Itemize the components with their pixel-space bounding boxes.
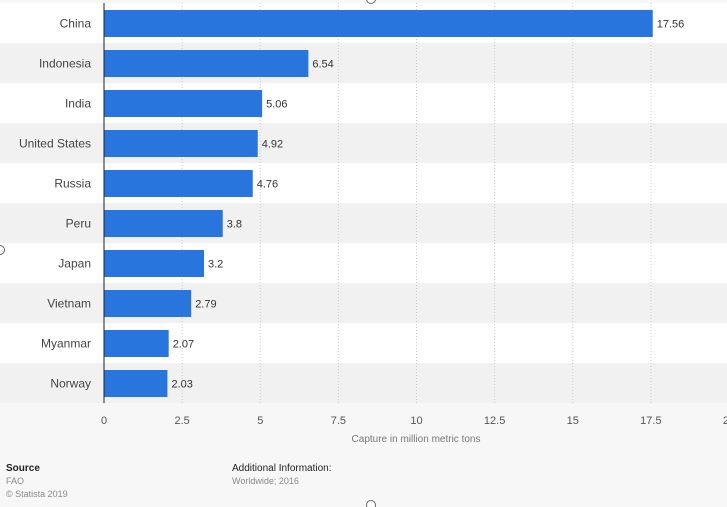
category-label: United States (19, 137, 91, 151)
bar-value-label: 3.8 (227, 219, 242, 231)
row-band (0, 243, 104, 283)
additional-info-text: Worldwide; 2016 (232, 476, 299, 486)
bar-value-label: 3.2 (208, 259, 223, 271)
bar (104, 130, 258, 157)
source-name[interactable]: FAO (6, 476, 25, 486)
row-band (0, 323, 104, 363)
x-tick-label: 5 (257, 415, 263, 427)
bar-value-label: 2.07 (173, 339, 194, 351)
row-band (0, 163, 104, 203)
category-label: India (65, 97, 91, 111)
x-tick-label: 20 (723, 415, 727, 427)
x-tick-label: 12.5 (484, 415, 505, 427)
bar (104, 330, 169, 357)
additional-info-block: Additional Information: Worldwide; 2016 (232, 462, 332, 488)
x-tick-label: 17.5 (640, 415, 661, 427)
row-band (0, 83, 104, 123)
category-label: Peru (66, 217, 91, 231)
category-label: Japan (58, 257, 91, 271)
additional-info-heading: Additional Information: (232, 463, 332, 474)
row-band (0, 3, 104, 43)
x-tick-label: 15 (567, 415, 579, 427)
category-label: Myanmar (41, 337, 91, 351)
category-label: China (60, 17, 92, 31)
category-label: Russia (54, 177, 91, 191)
x-axis-title: Capture in million metric tons (352, 434, 481, 445)
bar (104, 90, 263, 117)
bar (104, 170, 253, 197)
bar (104, 370, 168, 397)
category-label: Norway (50, 377, 91, 391)
bar-chart: 17.56 China 6.54 Indonesia 5.06 India 4.92 Unit… (0, 3, 727, 445)
bar-value-label: 2.79 (195, 299, 216, 311)
x-tick-label: 0 (101, 415, 107, 427)
bar (104, 50, 309, 77)
category-label: Indonesia (39, 57, 91, 71)
resize-handle-bottom[interactable] (366, 500, 376, 507)
x-tick-label: 7.5 (331, 415, 346, 427)
source-block: Source FAO © Statista 2019 (6, 462, 68, 501)
bar-value-label: 17.56 (657, 19, 685, 31)
bar-value-label: 5.06 (266, 99, 287, 111)
bar-value-label: 4.92 (262, 139, 283, 151)
source-heading: Source (6, 463, 40, 474)
bar (104, 290, 192, 317)
copyright: © Statista 2019 (6, 489, 68, 499)
bar (104, 250, 204, 277)
x-tick-label: 2.5 (174, 415, 189, 427)
bar-value-label: 4.76 (257, 179, 278, 191)
bar-value-label: 2.03 (171, 379, 192, 391)
bar (104, 10, 653, 37)
x-tick-label: 10 (410, 415, 422, 427)
bar (104, 210, 223, 237)
bar-value-label: 6.54 (312, 59, 333, 71)
category-label: Vietnam (47, 297, 91, 311)
